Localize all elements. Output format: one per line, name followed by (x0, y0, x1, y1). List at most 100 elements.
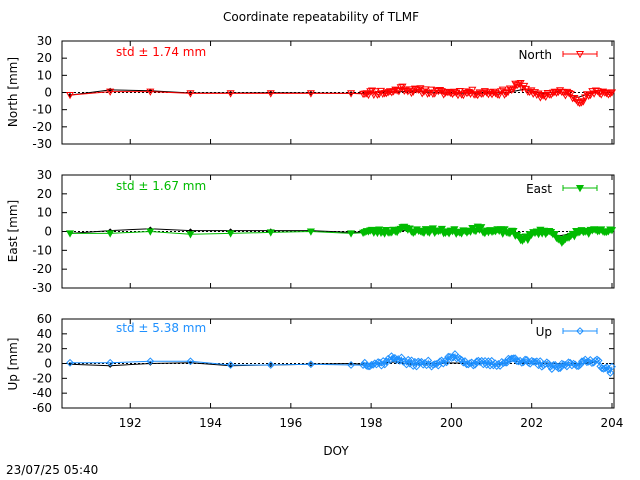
ytick-label: 0 (44, 357, 52, 371)
xtick-label: 194 (199, 416, 222, 430)
timestamp: 23/07/25 05:40 (6, 463, 98, 477)
north-hourly-point (453, 91, 463, 100)
north-hourly-point (427, 86, 436, 94)
east-daily-point (306, 228, 315, 236)
ytick-label: 10 (37, 68, 52, 82)
up-hourly-point (544, 359, 553, 368)
north-hourly-point (539, 92, 548, 100)
north-daily-point (306, 90, 315, 98)
up-hourly-point (389, 354, 398, 363)
panel-up: Up [mm] std ± 5.38 mm Up 6040200-20-40-6… (6, 312, 623, 430)
north-hourly-point (423, 90, 432, 98)
up-hourly-point (372, 360, 381, 369)
up-hourly-point (375, 358, 384, 367)
north-hourly-point (464, 88, 473, 97)
north-hourly-point (441, 89, 450, 97)
panel-east-series (62, 223, 617, 247)
north-hourly-point (444, 89, 454, 97)
east-daily-point (266, 229, 275, 237)
east-hourly-point (550, 231, 559, 239)
north-hourly-point (577, 99, 586, 107)
reference-point (188, 360, 193, 365)
north-hourly-point (436, 86, 445, 95)
north-hourly-point (556, 87, 565, 95)
north-hourly-point (421, 86, 430, 94)
panel-up-legend-label: Up (536, 325, 552, 339)
panel-north-std-label: std ± 1.74 mm (116, 45, 206, 59)
up-hourly-point (365, 362, 374, 371)
north-hourly-point (595, 90, 604, 98)
north-daily-point (226, 90, 235, 98)
up-daily-point (266, 361, 275, 369)
up-hourly-point (569, 359, 578, 368)
north-daily-point (266, 90, 275, 98)
up-hourly-point (415, 358, 424, 367)
up-hourly-point (447, 354, 456, 363)
panel-up-xticks (129, 319, 613, 408)
chart-title: Coordinate repeatability of TLMF (223, 10, 419, 24)
north-hourly-point (414, 86, 423, 94)
up-hourly-point (522, 355, 531, 364)
east-daily-point (226, 230, 235, 238)
up-hourly-point (466, 359, 474, 368)
panel-east-legend-label: East (526, 182, 552, 196)
north-hourly-point (525, 88, 534, 97)
ytick-label: -20 (32, 120, 52, 134)
north-hourly-point (564, 89, 574, 98)
ytick-label: -20 (32, 371, 52, 385)
north-hourly-point (387, 89, 396, 97)
up-hourly-point (529, 357, 538, 366)
up-daily-point (186, 357, 195, 366)
up-hourly-point (583, 358, 591, 367)
east-hourly-point (437, 225, 446, 234)
up-hourly-point (574, 362, 583, 371)
up-hourly-point (412, 362, 421, 371)
ytick-label: 0 (44, 86, 52, 100)
panel-north-xticks (129, 41, 613, 144)
up-daily-point (226, 361, 235, 369)
east-hourly-point (477, 224, 486, 232)
xtick-label: 196 (279, 416, 302, 430)
north-hourly-point (552, 89, 561, 97)
north-hourly-point (570, 95, 579, 103)
up-hourly-point (599, 364, 608, 373)
up-hourly-point (422, 361, 431, 370)
up-hourly-point (442, 358, 451, 367)
panel-east-xticks (129, 175, 613, 288)
up-hourly-point (369, 360, 378, 369)
north-hourly-point (407, 89, 416, 98)
legend-marker (575, 50, 585, 59)
north-hourly-point (541, 93, 550, 102)
ytick-label: -10 (32, 243, 52, 257)
east-hourly-point (607, 227, 617, 235)
up-daily-point (347, 361, 355, 369)
ytick-label: -30 (32, 281, 52, 295)
panel-up-std-label: std ± 5.38 mm (116, 321, 206, 335)
reference-point (107, 87, 113, 93)
panel-north-ylabel: North [mm] (6, 57, 20, 127)
north-hourly-point (584, 92, 593, 100)
up-hourly-point (608, 362, 616, 371)
up-hourly-point (541, 360, 550, 368)
up-hourly-point (469, 361, 478, 370)
up-hourly-point (429, 360, 438, 369)
xtick-label: 192 (119, 416, 142, 430)
north-hourly-point (366, 88, 375, 96)
panel-north-series (62, 79, 617, 108)
ytick-label: 40 (37, 327, 52, 341)
up-hourly-point (573, 362, 581, 371)
east-hourly-point (509, 228, 518, 236)
ytick-label: 20 (37, 342, 52, 356)
up-hourly-point (439, 359, 448, 368)
legend-marker (576, 327, 584, 335)
ytick-label: -10 (32, 103, 52, 117)
xtick-label: 200 (440, 416, 463, 430)
up-hourly-point (400, 357, 409, 365)
up-hourly-point (581, 355, 590, 364)
ytick-label: -20 (32, 262, 52, 276)
up-hourly-point (377, 361, 386, 370)
up-hourly-point (464, 360, 473, 369)
north-hourly-point (455, 88, 464, 96)
x-axis-tick-labels: 192 194 196 198 200 202 204 (119, 416, 624, 430)
